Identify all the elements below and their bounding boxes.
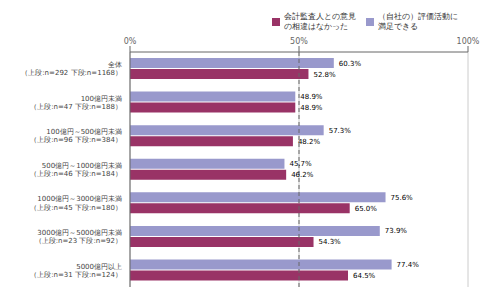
svg-text:100億円～500億円未満（上段:n=96 下段:n=384: 100億円～500億円未満（上段:n=96 下段:n=384） [30, 128, 122, 144]
svg-text:60.3%: 60.3% [339, 60, 362, 68]
html-text:（自社の）評価活動に 満足できる: （自社の）評価活動に 満足できる [378, 12, 458, 31]
html-text:会計監査人との意見 の相違はなかった: 会計監査人との意見 の相違はなかった [284, 12, 356, 31]
svg-text:全体（上段:n=292 下段:n=1168）: 全体（上段:n=292 下段:n=1168） [21, 61, 122, 77]
svg-text:73.9%: 73.9% [385, 227, 408, 235]
svg-text:1000億円～3000億円未満（上段:n=45 下段:n=1: 1000億円～3000億円未満（上段:n=45 下段:n=180） [30, 195, 122, 211]
svg-text:75.6%: 75.6% [391, 194, 414, 202]
svg-text:48.2%: 48.2% [298, 138, 321, 146]
svg-text:50%: 50% [290, 37, 308, 46]
svg-text:64.5%: 64.5% [353, 272, 376, 280]
svg-text:77.4%: 77.4% [397, 261, 420, 269]
svg-text:57.3%: 57.3% [329, 127, 352, 135]
svg-text:46.2%: 46.2% [291, 171, 314, 179]
svg-text:500億円～1000億円未満（上段:n=46 下段:n=18: 500億円～1000億円未満（上段:n=46 下段:n=184） [30, 162, 122, 178]
svg-text:45.7%: 45.7% [289, 160, 312, 168]
svg-text:0%: 0% [124, 37, 137, 46]
svg-text:48.9%: 48.9% [300, 93, 323, 101]
svg-text:100億円未満（上段:n=47 下段:n=188）: 100億円未満（上段:n=47 下段:n=188） [30, 95, 122, 111]
svg-text:48.9%: 48.9% [300, 104, 323, 112]
svg-text:3000億円～5000億円未満（上段:n=23 下段:n=9: 3000億円～5000億円未満（上段:n=23 下段:n=92） [35, 229, 122, 245]
svg-text:100%: 100% [457, 37, 480, 46]
svg-text:52.8%: 52.8% [313, 71, 336, 79]
svg-text:65.0%: 65.0% [355, 205, 378, 213]
svg-text:54.3%: 54.3% [319, 238, 342, 246]
svg-text:5000億円以上（上段:n=31 下段:n=124）: 5000億円以上（上段:n=31 下段:n=124） [30, 263, 122, 279]
